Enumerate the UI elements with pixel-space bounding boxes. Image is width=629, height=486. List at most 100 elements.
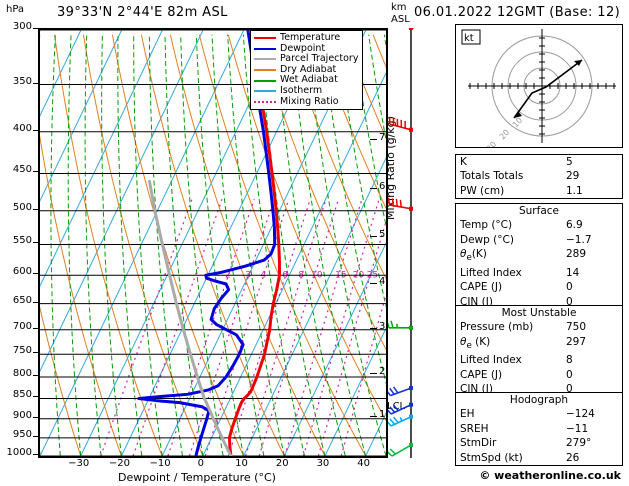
height-tick bbox=[370, 416, 377, 418]
height-tick-label: 1 bbox=[379, 409, 386, 421]
row-label: Totals Totals bbox=[460, 170, 524, 183]
pressure-tick bbox=[33, 273, 39, 275]
table-header: Surface bbox=[518, 205, 559, 217]
temperature-tick-label: −20 bbox=[108, 458, 130, 469]
height-tick-label: 2 bbox=[379, 365, 386, 377]
legend-label: Temperature bbox=[280, 32, 341, 43]
legend-item: Isotherm bbox=[254, 85, 358, 97]
height-unit-label-1: km bbox=[391, 2, 407, 13]
row-value: 29 bbox=[566, 170, 580, 183]
table-row: Lifted Index 14 bbox=[456, 266, 622, 280]
table-row: Pressure (mb) 750 bbox=[456, 320, 622, 334]
height-tick-label: 5 bbox=[379, 229, 386, 241]
pressure-tick-label: 550 bbox=[12, 235, 32, 247]
pressure-tick bbox=[33, 28, 39, 29]
table-row: StmDir 279° bbox=[456, 436, 622, 450]
temperature-tick-label: −30 bbox=[68, 458, 90, 469]
legend-label: Wet Adiabat bbox=[280, 74, 338, 86]
table-row: CAPE (J) 0 bbox=[456, 280, 622, 294]
temperature-tick-label: −10 bbox=[149, 458, 171, 469]
legend-swatch-4 bbox=[254, 79, 276, 82]
legend-swatch-3 bbox=[254, 69, 276, 72]
table-row: SREH −11 bbox=[456, 422, 622, 436]
height-tick bbox=[370, 188, 377, 190]
legend-label: Dry Adiabat bbox=[280, 63, 337, 75]
row-label: CAPE (J) bbox=[460, 368, 503, 381]
pressure-tick bbox=[33, 301, 39, 303]
pressure-tick bbox=[33, 375, 39, 377]
pressure-tick-label: 750 bbox=[12, 345, 32, 357]
svg-text:20: 20 bbox=[498, 128, 512, 142]
legend-label: Mixing Ratio bbox=[280, 95, 339, 107]
row-value: 8 bbox=[566, 354, 573, 367]
row-value: 26 bbox=[566, 451, 580, 464]
pressure-tick bbox=[33, 435, 39, 437]
table-surface: Surface Temp (°C) 6.9 Dewp (°C) −1.7 θe(K) 289… bbox=[455, 203, 623, 310]
row-label: Dewp (°C) bbox=[460, 233, 514, 246]
pressure-tick bbox=[33, 352, 39, 354]
height-tick bbox=[370, 372, 377, 374]
table-header: Most Unstable bbox=[501, 307, 577, 319]
legend-item: Wet Adiabat bbox=[254, 75, 358, 86]
hodograph-panel[interactable]: 10203040kt bbox=[455, 24, 623, 165]
row-label: SREH bbox=[460, 422, 489, 435]
temperature-tick-label: 10 bbox=[235, 458, 248, 469]
pressure-tick bbox=[33, 242, 39, 244]
row-label: StmSpd (kt) bbox=[460, 451, 523, 464]
height-tick-label: 3 bbox=[379, 321, 386, 333]
row-value: 279° bbox=[566, 437, 592, 450]
row-value: 6.9 bbox=[566, 219, 583, 232]
table-hodograph-stats: Hodograph EH −124 SREH −11 StmDir 279° StmSpd (… bbox=[455, 392, 623, 467]
pressure-tick-label: 800 bbox=[12, 368, 32, 380]
height-tick bbox=[370, 282, 377, 284]
temperature-tick-label: 30 bbox=[316, 458, 330, 469]
pressure-tick bbox=[33, 416, 39, 418]
pressure-tick bbox=[33, 454, 39, 455]
row-value: −1.7 bbox=[566, 233, 592, 246]
x-axis-title: Dewpoint / Temperature (°C) bbox=[118, 471, 276, 484]
row-value: 297 bbox=[566, 335, 587, 348]
row-label: PW (cm) bbox=[460, 184, 505, 197]
table-row: CAPE (J) 0 bbox=[456, 368, 622, 382]
row-label: Pressure (mb) bbox=[460, 321, 534, 334]
table-header: Hodograph bbox=[509, 394, 569, 406]
table-row: Totals Totals 29 bbox=[456, 169, 622, 183]
datetime-title: 06.01.2022 12GMT (Base: 12) bbox=[414, 5, 621, 20]
row-value: 0 bbox=[566, 295, 573, 308]
row-value: −124 bbox=[566, 408, 595, 421]
row-value: 0 bbox=[566, 281, 573, 294]
legend-label: Parcel Trajectory bbox=[280, 53, 359, 65]
pressure-tick-label: 900 bbox=[12, 409, 32, 421]
svg-text:30: 30 bbox=[485, 140, 499, 147]
lcl-label: LCL bbox=[387, 401, 406, 413]
legend-swatch-0 bbox=[254, 37, 276, 40]
pressure-tick-label: 700 bbox=[12, 320, 32, 332]
pressure-tick-label: 650 bbox=[12, 294, 32, 306]
row-label: EH bbox=[460, 408, 475, 421]
row-value: 0 bbox=[566, 383, 573, 396]
legend-item: Parcel Trajectory bbox=[254, 54, 358, 65]
skewt-canvas: 2346810152025 bbox=[40, 30, 386, 456]
row-label: θe(K) bbox=[460, 248, 487, 264]
table-row: Dewp (°C) −1.7 bbox=[456, 233, 622, 247]
legend-item: Dry Adiabat bbox=[254, 63, 358, 76]
legend-item: Temperature bbox=[254, 32, 358, 44]
table-row: Temp (°C) 6.9 bbox=[456, 218, 622, 232]
legend-item: Dewpoint bbox=[254, 43, 358, 55]
wind-barb-column bbox=[388, 28, 414, 458]
hodograph-canvas: 10203040kt bbox=[461, 29, 616, 165]
legend-swatch-2 bbox=[254, 58, 276, 61]
row-value: −11 bbox=[566, 422, 589, 435]
legend-swatch-5 bbox=[254, 90, 276, 93]
table-most-unstable: Most Unstable Pressure (mb) 750 θe (K) 297 Li… bbox=[455, 305, 623, 398]
legend-item: Mixing Ratio bbox=[254, 95, 358, 108]
pressure-tick-label: 300 bbox=[12, 21, 32, 32]
table-row: Lifted Index 8 bbox=[456, 353, 622, 367]
pressure-unit-label: hPa bbox=[6, 4, 25, 15]
row-label: Lifted Index bbox=[460, 354, 522, 367]
table-row: EH −124 bbox=[456, 407, 622, 421]
row-value: 289 bbox=[566, 248, 587, 261]
pressure-tick bbox=[33, 208, 39, 210]
pressure-tick-label: 500 bbox=[12, 201, 32, 213]
